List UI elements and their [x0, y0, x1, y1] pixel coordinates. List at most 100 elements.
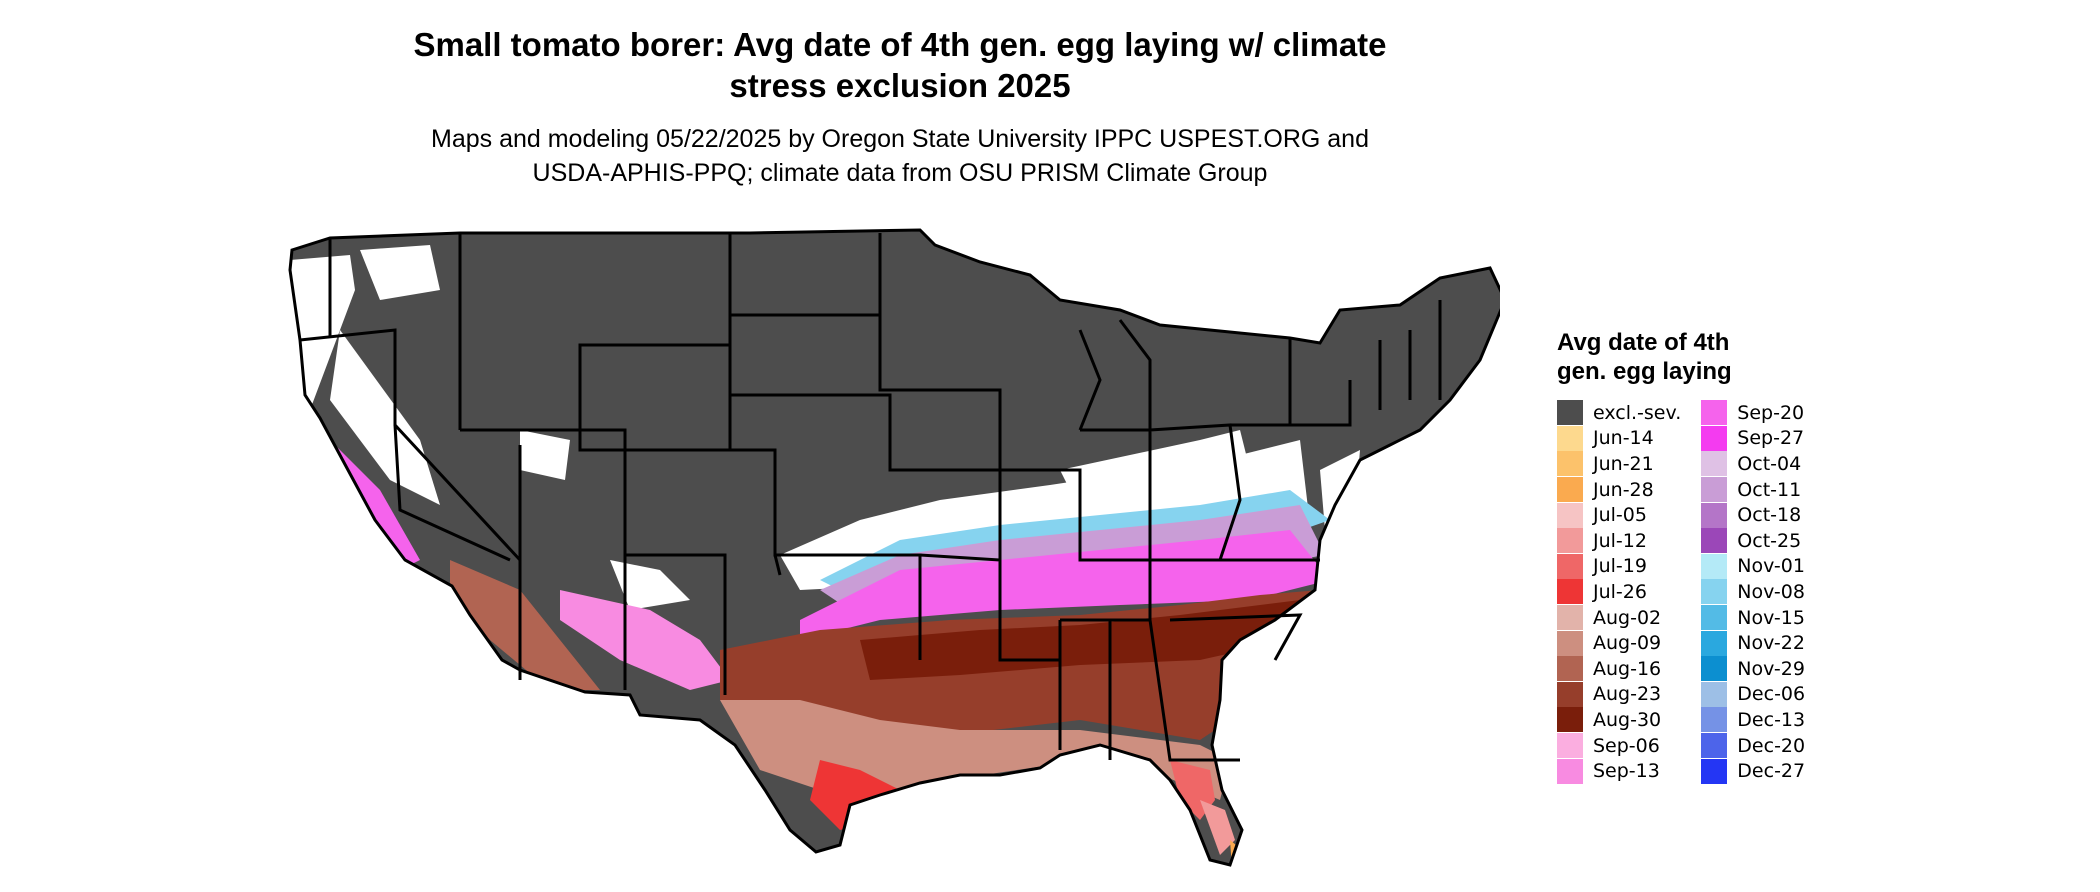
legend-swatch: [1701, 502, 1728, 528]
border-california-nevada: [299, 328, 522, 562]
arizona-brown: [450, 560, 600, 690]
legend-item: Nov-29: [1701, 656, 1805, 682]
title-line-1: Small tomato borer: Avg date of 4th gen.…: [413, 26, 1387, 63]
legend-swatch: [1557, 630, 1583, 656]
legend-label: Jul-19: [1593, 555, 1647, 578]
legend-swatch: [1701, 656, 1728, 682]
california-white: [330, 330, 440, 505]
legend-swatch: [1701, 681, 1728, 707]
legend-label: Sep-27: [1737, 427, 1805, 450]
legend-label: Sep-06: [1593, 734, 1660, 757]
legend-label: Dec-13: [1737, 708, 1806, 731]
border-tennessee-carolinas: [1150, 558, 1320, 661]
legend-label: Nov-29: [1737, 657, 1805, 680]
legend: Avg date of 4th gen. egg laying excl.-se…: [1557, 328, 1805, 784]
legend-item: Sep-20: [1701, 400, 1805, 426]
legend-item: Sep-13: [1557, 758, 1681, 784]
legend-item: Jul-19: [1557, 553, 1681, 580]
legend-title-line-2: gen. egg laying: [1557, 358, 1732, 385]
legend-swatch: [1701, 425, 1728, 451]
southwest-magenta: [560, 590, 730, 690]
legend-label: Aug-30: [1593, 708, 1662, 731]
legend-item: Jun-28: [1557, 477, 1681, 503]
legend-swatch: [1557, 579, 1583, 605]
legend-item: Oct-04: [1701, 451, 1805, 477]
map-title: Small tomato borer: Avg date of 4th gen.…: [300, 24, 1500, 106]
legend-title-line-1: Avg date of 4th: [1557, 329, 1730, 356]
title-line-2: stress exclusion 2025: [729, 67, 1071, 104]
legend-item: Jul-12: [1557, 528, 1681, 554]
nevada-white: [520, 430, 570, 480]
legend-item: Nov-15: [1701, 605, 1805, 631]
border-pennsylvania-ny: [1230, 338, 1352, 427]
border-new-england: [1378, 300, 1442, 410]
legend-item: Oct-25: [1701, 528, 1805, 554]
legend-item: Dec-20: [1701, 733, 1805, 759]
map-subtitle: Maps and modeling 05/22/2025 by Oregon S…: [300, 122, 1500, 190]
us-map: [288, 228, 1500, 867]
legend-label: Sep-13: [1593, 760, 1660, 783]
legend-item: Nov-08: [1701, 579, 1805, 605]
subtitle-line-2: USDA-APHIS-PPQ; climate data from OSU PR…: [532, 159, 1268, 187]
legend-item: Sep-27: [1701, 425, 1805, 452]
legend-swatch: [1701, 477, 1728, 503]
legend-swatch: [1701, 400, 1728, 426]
legend-label: Oct-18: [1737, 504, 1802, 527]
legend-label: Nov-22: [1737, 632, 1805, 655]
legend-item: Aug-16: [1557, 656, 1681, 682]
legend-swatch: [1557, 528, 1583, 554]
legend-item: Oct-18: [1701, 502, 1805, 528]
legend-item: Aug-09: [1557, 630, 1681, 656]
border-nevada-arizona: [393, 424, 522, 680]
legend-swatch: [1701, 758, 1728, 784]
legend-swatch: [1557, 425, 1583, 451]
legend-swatch: [1701, 733, 1728, 759]
legend-item: Sep-06: [1557, 733, 1681, 759]
legend-label: Nov-01: [1737, 555, 1805, 578]
legend-item: Nov-22: [1701, 630, 1805, 656]
legend-swatch: [1701, 605, 1728, 631]
legend-label: Jul-05: [1593, 504, 1647, 527]
legend-label: Jul-26: [1593, 580, 1647, 603]
legend-label: Jul-12: [1593, 529, 1647, 552]
subtitle-line-1: Maps and modeling 05/22/2025 by Oregon S…: [431, 125, 1369, 153]
border-utah-newmexico: [460, 428, 727, 695]
legend-columns: excl.-sev. Jun-14 Jun-21 Jun-28 Jul-05 Jul-12…: [1557, 400, 1805, 784]
legend-item: Nov-01: [1701, 553, 1805, 580]
border-colorado-kansas: [625, 448, 922, 660]
legend-label: Dec-27: [1737, 760, 1806, 783]
border-pacific-nw: [328, 233, 462, 430]
legend-swatch: [1701, 579, 1728, 605]
border-illinois-kentucky: [1000, 468, 1152, 622]
legend-item: Dec-27: [1701, 758, 1805, 784]
legend-column-1: excl.-sev. Jun-14 Jun-21 Jun-28 Jul-05 Jul-12…: [1557, 400, 1681, 784]
legend-label: Aug-16: [1593, 657, 1662, 680]
legend-label: Aug-23: [1593, 683, 1662, 706]
legend-title: Avg date of 4th gen. egg laying: [1557, 328, 1805, 386]
legend-swatch: [1557, 681, 1583, 707]
legend-item: Aug-23: [1557, 681, 1681, 708]
legend-swatch: [1701, 630, 1728, 656]
legend-swatch: [1701, 553, 1728, 579]
legend-item: Dec-06: [1701, 681, 1805, 708]
legend-label: Aug-09: [1593, 632, 1662, 655]
legend-swatch: [1557, 553, 1583, 579]
border-michigan: [1078, 319, 1152, 431]
state-boundaries: [288, 228, 1500, 867]
ohio-white: [1060, 430, 1250, 490]
legend-swatch: [1557, 605, 1583, 631]
legend-item: excl.-sev.: [1557, 400, 1681, 426]
legend-label: Nov-15: [1737, 606, 1805, 629]
florida-pink: [1200, 800, 1235, 855]
legend-item: Jun-14: [1557, 425, 1681, 452]
washington-white: [360, 245, 440, 300]
legend-column-2: Sep-20 Sep-27 Oct-04 Oct-11 Oct-18 Oct-25 Nov-…: [1701, 400, 1805, 784]
legend-item: Dec-13: [1701, 707, 1805, 733]
legend-label: Nov-08: [1737, 580, 1805, 603]
legend-label: Oct-11: [1737, 478, 1802, 501]
legend-swatch: [1557, 400, 1583, 426]
legend-label: Oct-04: [1737, 452, 1802, 475]
legend-item: Jul-05: [1557, 502, 1681, 528]
september-band: [800, 530, 1330, 640]
legend-item: Jul-26: [1557, 579, 1681, 605]
